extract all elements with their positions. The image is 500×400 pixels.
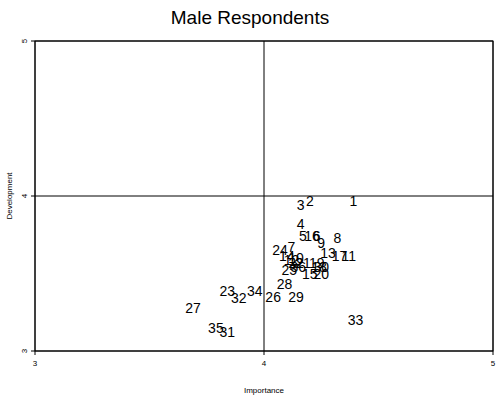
chart: Male Respondents345345ImportanceDevelopm… <box>0 0 500 400</box>
point-label: 24 <box>272 242 288 258</box>
point-label: 16 <box>304 228 320 244</box>
x-tick <box>264 351 265 355</box>
point-label: 30 <box>313 259 329 275</box>
y-tick <box>31 351 35 352</box>
point-label: 8 <box>333 230 341 246</box>
background <box>0 0 500 400</box>
point-label: 36 <box>291 259 307 275</box>
x-tick <box>35 351 36 355</box>
x-axis-label: Importance <box>244 386 285 395</box>
x-tick <box>493 351 494 355</box>
x-tick-label: 5 <box>491 359 496 368</box>
point-label: 29 <box>288 289 304 305</box>
x-tick-label: 4 <box>262 359 267 368</box>
y-tick <box>31 41 35 42</box>
point-label: 32 <box>231 290 247 306</box>
point-label: 1 <box>349 193 357 209</box>
point-label: 27 <box>185 300 201 316</box>
grid-line <box>35 196 493 197</box>
y-axis-label: Development <box>5 172 14 220</box>
point-label: 34 <box>247 283 263 299</box>
y-tick <box>31 196 35 197</box>
point-label: 35 <box>208 320 224 336</box>
point-label: 33 <box>348 312 364 328</box>
y-tick-label: 3 <box>20 348 29 353</box>
point-label: 3 <box>297 197 305 213</box>
plot-frame <box>35 41 493 351</box>
x-tick-label: 3 <box>33 359 38 368</box>
y-tick-label: 4 <box>20 193 29 198</box>
title: Male Respondents <box>171 7 329 28</box>
point-label: 17 <box>332 248 348 264</box>
point-label: 2 <box>306 193 314 209</box>
y-tick-label: 5 <box>20 38 29 43</box>
points: 1234567891011121314151617181920212223242… <box>185 193 363 341</box>
